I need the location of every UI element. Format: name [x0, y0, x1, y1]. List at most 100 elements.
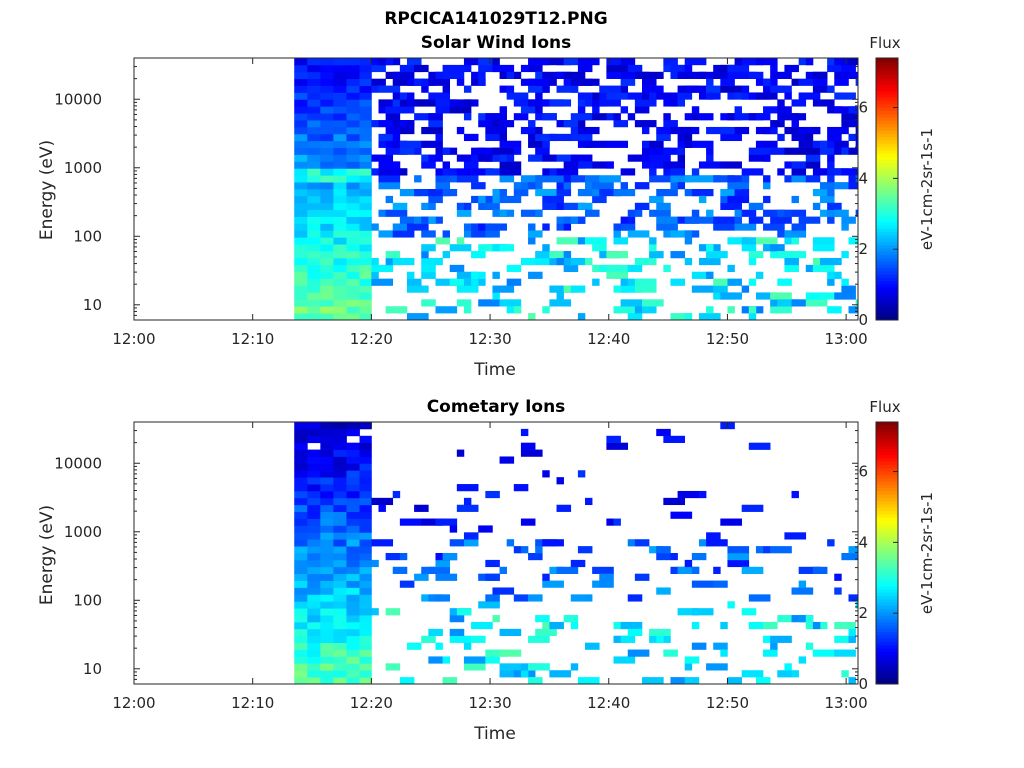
heat-cell: [492, 587, 515, 595]
heat-cell: [577, 126, 600, 135]
colorbar-tick-label: 6: [858, 99, 868, 117]
colorbar-segment: [876, 228, 898, 233]
heat-cell: [294, 615, 308, 623]
heat-cell: [706, 271, 714, 279]
heat-cell: [378, 182, 401, 190]
heat-cell: [359, 518, 372, 526]
heat-cell: [663, 58, 678, 66]
colorbar-segment: [876, 310, 898, 314]
heat-cell: [570, 175, 586, 183]
heat-cell: [563, 58, 579, 66]
colorbar-segment: [876, 598, 898, 603]
heat-cell: [359, 566, 372, 575]
heat-cell: [684, 216, 707, 224]
heat-cell: [499, 85, 507, 93]
heat-cell: [294, 511, 308, 519]
heat-cell: [634, 539, 650, 547]
heat-cell: [834, 271, 842, 279]
heat-cell: [320, 601, 334, 609]
heat-cell: [320, 573, 334, 581]
heat-cell: [294, 497, 308, 506]
x-tick-label: 12:50: [706, 694, 749, 712]
heat-cell: [320, 126, 334, 135]
heat-cell: [791, 120, 799, 128]
heat-cell: [841, 553, 859, 561]
colorbar-unit-label: eV-1cm-2sr-1s-1: [918, 128, 936, 250]
heat-cell: [371, 154, 394, 162]
heat-cell: [520, 546, 529, 554]
heat-cell: [827, 85, 835, 93]
heat-cell: [463, 642, 472, 650]
heat-cell: [542, 470, 550, 478]
heat-cell: [563, 264, 579, 273]
heat-cell: [599, 580, 614, 588]
heat-cell: [755, 113, 771, 121]
heat-cell: [805, 175, 821, 183]
heat-cell: [492, 64, 515, 73]
heat-cell: [442, 553, 458, 561]
heat-cell: [613, 656, 636, 664]
heat-cell: [359, 78, 372, 86]
heat-cell: [713, 566, 721, 574]
heat-cell: [307, 539, 321, 547]
heat-cell: [333, 456, 347, 464]
heat-cell: [755, 292, 778, 300]
heat-cell: [435, 182, 451, 190]
heat-cell: [677, 133, 686, 142]
heat-cell: [333, 230, 347, 238]
heat-cell: [763, 223, 785, 231]
colorbar-segment: [876, 169, 898, 174]
heat-cell: [428, 78, 451, 86]
heat-cell: [320, 670, 334, 678]
heat-cell: [346, 463, 360, 471]
heat-cell: [556, 202, 564, 210]
heat-cell: [727, 161, 742, 169]
heat-cell: [763, 546, 771, 554]
colorbar-segment: [876, 500, 898, 505]
heat-cell: [359, 126, 372, 135]
heat-cell: [841, 670, 849, 678]
heat-cell: [346, 422, 360, 430]
colorbar-segment: [876, 438, 898, 443]
colorbar-segment: [876, 523, 898, 528]
heat-cell: [606, 271, 629, 279]
heat-cell: [805, 615, 814, 623]
colorbar-segment: [876, 195, 898, 200]
heat-cell: [691, 285, 714, 293]
heat-cell: [320, 292, 334, 300]
heat-cell: [399, 168, 408, 176]
heat-cell: [513, 113, 529, 121]
heat-cell: [294, 154, 308, 162]
heat-cell: [777, 113, 799, 121]
heat-cell: [841, 285, 856, 293]
colorbar-segment: [876, 120, 898, 124]
heat-cell: [307, 209, 321, 217]
heat-cell: [333, 615, 347, 623]
heat-cell: [333, 271, 347, 280]
heat-cell: [449, 525, 458, 533]
heat-cell: [684, 237, 693, 245]
heat-cell: [585, 175, 600, 183]
heat-cell: [359, 463, 372, 471]
heat-cell: [855, 133, 859, 142]
colorbar-segment: [876, 654, 898, 659]
heat-cell: [320, 106, 334, 114]
heat-cell: [346, 299, 360, 307]
x-tick-label: 12:10: [231, 694, 274, 712]
heat-cell: [798, 566, 821, 574]
colorbar-segment: [876, 553, 898, 557]
heat-cell: [734, 209, 742, 217]
heat-cell: [463, 663, 486, 671]
heat-cell: [392, 161, 401, 169]
heat-cell: [805, 133, 814, 142]
colorbar-segment: [876, 641, 898, 646]
colorbar-segment: [876, 677, 898, 682]
heat-cell: [720, 126, 735, 135]
heat-cell: [346, 518, 360, 526]
x-tick-label: 12:00: [112, 694, 155, 712]
heat-cell: [359, 621, 372, 630]
colorbar-segment: [876, 238, 898, 242]
heat-cell: [691, 140, 714, 148]
colorbar-tick-label: 4: [858, 169, 868, 187]
